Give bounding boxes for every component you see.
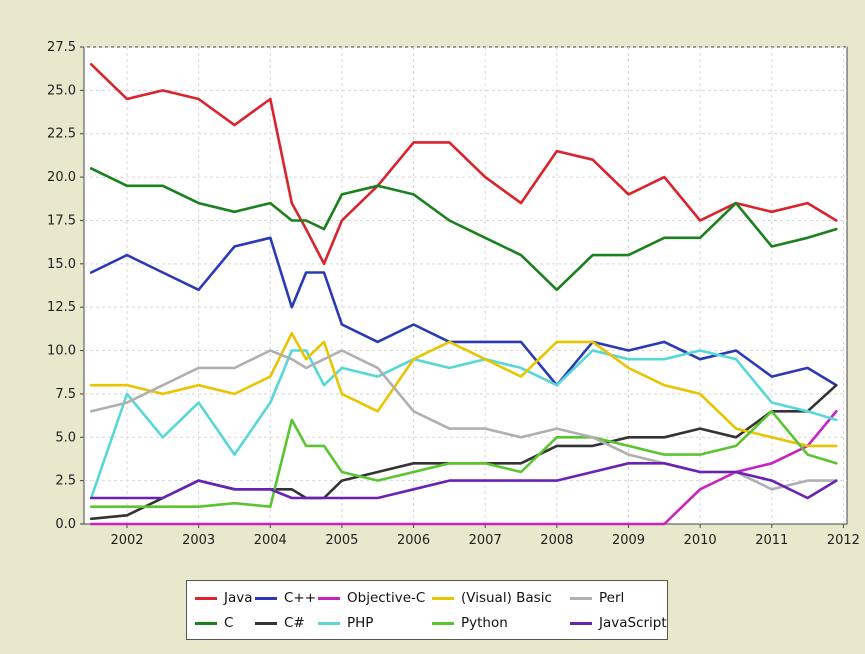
series-line-c: [89, 167, 838, 292]
y-tick-label: 5.0: [55, 430, 76, 445]
legend-item-cpp: C++: [255, 588, 316, 608]
series-line-python: [89, 409, 838, 509]
y-tick-label: 10.0: [47, 344, 76, 359]
x-tick-label: 2004: [254, 533, 287, 548]
legend-swatch: [432, 596, 454, 600]
legend-swatch: [570, 596, 592, 600]
series-lines: [89, 63, 838, 526]
y-tick-label: 0.0: [55, 517, 76, 532]
y-tick-label: 27.5: [47, 40, 76, 55]
y-tick-label: 12.5: [47, 300, 76, 315]
legend-swatch: [570, 621, 592, 625]
legend-label: PHP: [347, 615, 374, 631]
legend-item-c: C: [195, 613, 233, 633]
series-line-visual-basic: [89, 331, 838, 448]
legend-item-visual-basic: (Visual) Basic: [432, 588, 552, 608]
legend-swatch: [432, 621, 454, 625]
x-tick-label: 2005: [325, 533, 358, 548]
legend-item-objective-c: Objective-C: [318, 588, 425, 608]
legend-item-javascript: JavaScript: [570, 613, 667, 633]
legend-swatch: [318, 596, 340, 600]
legend: Java C++ Objective-C (Visual) Basic Perl…: [186, 580, 668, 640]
y-tick-label: 17.5: [47, 213, 76, 228]
legend-swatch: [255, 621, 277, 625]
x-tick-label: 2009: [612, 533, 645, 548]
legend-item-python: Python: [432, 613, 508, 633]
series-line-php: [89, 349, 838, 500]
legend-label: JavaScript: [599, 615, 667, 631]
legend-swatch: [318, 621, 340, 625]
series-line-c: [89, 236, 838, 387]
grid-lines: [84, 46, 847, 524]
y-axis: 0.0 2.5 5.0 7.5 10.0 12.5 15.0 17.5 20.0 22.5 25.0…: [47, 40, 84, 532]
legend-label: C++: [284, 590, 317, 606]
x-tick-label: 2008: [540, 533, 573, 548]
series-line-java: [89, 63, 838, 266]
legend-label: Objective-C: [347, 590, 426, 606]
legend-label: (Visual) Basic: [461, 590, 552, 606]
legend-item-php: PHP: [318, 613, 373, 633]
x-tick-label: 2010: [684, 533, 717, 548]
legend-label: C#: [284, 615, 305, 631]
legend-item-java: Java: [195, 588, 253, 608]
x-tick-label: 2003: [182, 533, 215, 548]
y-tick-label: 25.0: [47, 83, 76, 98]
series-line-javascript: [89, 461, 838, 500]
line-chart: 0.0 2.5 5.0 7.5 10.0 12.5 15.0 17.5 20.0 22.5 25.0…: [47, 40, 860, 548]
x-axis: 2002 2003 2004 2005 2006 2007 2008 2009 2010 2011…: [110, 524, 860, 548]
legend-swatch: [255, 596, 277, 600]
legend-item-csharp: C#: [255, 613, 305, 633]
x-tick-label: 2002: [110, 533, 143, 548]
legend-swatch: [195, 621, 217, 625]
series-line-objective-c: [89, 409, 838, 526]
legend-label: Perl: [599, 590, 625, 606]
plot-area: [83, 46, 848, 525]
legend-label: Python: [461, 615, 508, 631]
y-tick-label: 2.5: [55, 474, 76, 489]
legend-label: Java: [224, 590, 253, 606]
y-tick-label: 20.0: [47, 170, 76, 185]
x-tick-label: 2011: [755, 533, 788, 548]
legend-swatch: [195, 596, 217, 600]
legend-item-perl: Perl: [570, 588, 624, 608]
y-tick-label: 7.5: [55, 387, 76, 402]
x-tick-label: 2006: [397, 533, 430, 548]
y-tick-label: 15.0: [47, 257, 76, 272]
y-tick-label: 22.5: [47, 127, 76, 142]
x-tick-label: 2012: [827, 533, 860, 548]
legend-label: C: [224, 615, 234, 631]
x-tick-label: 2007: [469, 533, 502, 548]
